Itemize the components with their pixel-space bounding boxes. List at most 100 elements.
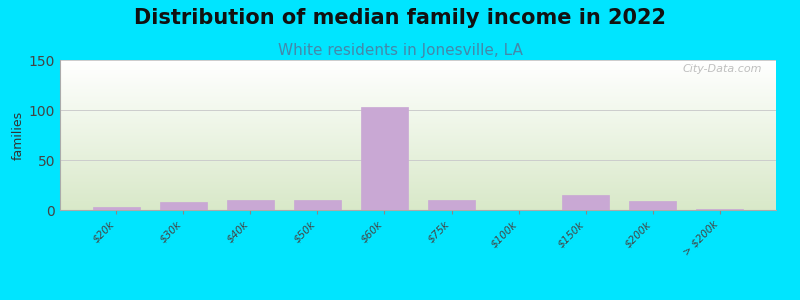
Bar xyxy=(60,102,776,103)
Text: City-Data.com: City-Data.com xyxy=(682,64,762,74)
Bar xyxy=(60,165,776,166)
Bar xyxy=(60,148,776,149)
Bar xyxy=(60,135,776,136)
Bar xyxy=(60,209,776,210)
Bar xyxy=(60,194,776,195)
Bar xyxy=(60,110,776,111)
Bar xyxy=(60,112,776,113)
Bar xyxy=(60,133,776,134)
Bar xyxy=(160,202,206,210)
Bar xyxy=(60,181,776,182)
Bar xyxy=(60,120,776,121)
Bar xyxy=(60,202,776,203)
Bar xyxy=(60,188,776,189)
Bar xyxy=(60,69,776,70)
Bar xyxy=(60,71,776,72)
Bar xyxy=(60,187,776,188)
Bar xyxy=(60,180,776,181)
Bar xyxy=(60,126,776,127)
Bar xyxy=(60,169,776,170)
Bar xyxy=(60,176,776,177)
Bar xyxy=(60,96,776,97)
Bar xyxy=(60,156,776,157)
Bar xyxy=(60,139,776,140)
Bar xyxy=(60,95,776,96)
Bar xyxy=(60,93,776,94)
Bar xyxy=(60,113,776,114)
Bar xyxy=(60,60,776,61)
Bar xyxy=(226,200,274,210)
Bar xyxy=(60,183,776,184)
Bar xyxy=(60,86,776,87)
Bar xyxy=(60,100,776,101)
Bar xyxy=(60,88,776,89)
Bar xyxy=(60,87,776,88)
Bar xyxy=(60,136,776,137)
Bar xyxy=(60,61,776,62)
Bar xyxy=(60,175,776,176)
Bar xyxy=(60,82,776,83)
Bar xyxy=(60,127,776,128)
Bar xyxy=(60,163,776,164)
Bar xyxy=(60,198,776,199)
Bar xyxy=(60,151,776,152)
Bar xyxy=(60,77,776,78)
Bar xyxy=(60,109,776,110)
Bar xyxy=(60,140,776,141)
Bar xyxy=(60,167,776,168)
Bar xyxy=(60,99,776,100)
Bar xyxy=(60,84,776,85)
Bar xyxy=(60,182,776,183)
Bar xyxy=(60,103,776,104)
Bar xyxy=(60,121,776,122)
Bar xyxy=(60,157,776,158)
Bar xyxy=(60,160,776,161)
Bar xyxy=(60,107,776,108)
Bar xyxy=(60,143,776,144)
Bar xyxy=(60,108,776,109)
Bar xyxy=(60,129,776,130)
Bar xyxy=(60,152,776,153)
Bar xyxy=(60,138,776,139)
Bar xyxy=(60,89,776,90)
Bar xyxy=(60,161,776,162)
Bar xyxy=(60,168,776,169)
Bar xyxy=(60,70,776,71)
Bar xyxy=(60,72,776,73)
Y-axis label: families: families xyxy=(11,110,25,160)
Bar xyxy=(60,162,776,163)
Bar xyxy=(60,74,776,75)
Bar xyxy=(60,63,776,64)
Bar xyxy=(60,191,776,192)
Text: White residents in Jonesville, LA: White residents in Jonesville, LA xyxy=(278,44,522,59)
Bar xyxy=(361,107,408,210)
Bar xyxy=(60,67,776,68)
Bar xyxy=(60,197,776,198)
Bar xyxy=(60,118,776,119)
Bar xyxy=(60,204,776,205)
Bar xyxy=(60,199,776,200)
Bar xyxy=(60,172,776,173)
Bar xyxy=(60,200,776,201)
Bar xyxy=(60,92,776,93)
Bar xyxy=(60,184,776,185)
Bar xyxy=(60,150,776,151)
Bar xyxy=(60,65,776,66)
Bar xyxy=(60,192,776,193)
Bar xyxy=(60,144,776,145)
Bar xyxy=(60,196,776,197)
Bar xyxy=(60,201,776,202)
Bar xyxy=(60,147,776,148)
Bar xyxy=(60,114,776,115)
Bar xyxy=(60,123,776,124)
Bar xyxy=(60,195,776,196)
Bar xyxy=(60,125,776,126)
Bar xyxy=(60,73,776,74)
Bar xyxy=(60,207,776,208)
Bar xyxy=(60,154,776,155)
Bar xyxy=(60,68,776,69)
Bar xyxy=(60,185,776,186)
Bar xyxy=(60,208,776,209)
Bar xyxy=(60,64,776,65)
Bar xyxy=(60,130,776,131)
